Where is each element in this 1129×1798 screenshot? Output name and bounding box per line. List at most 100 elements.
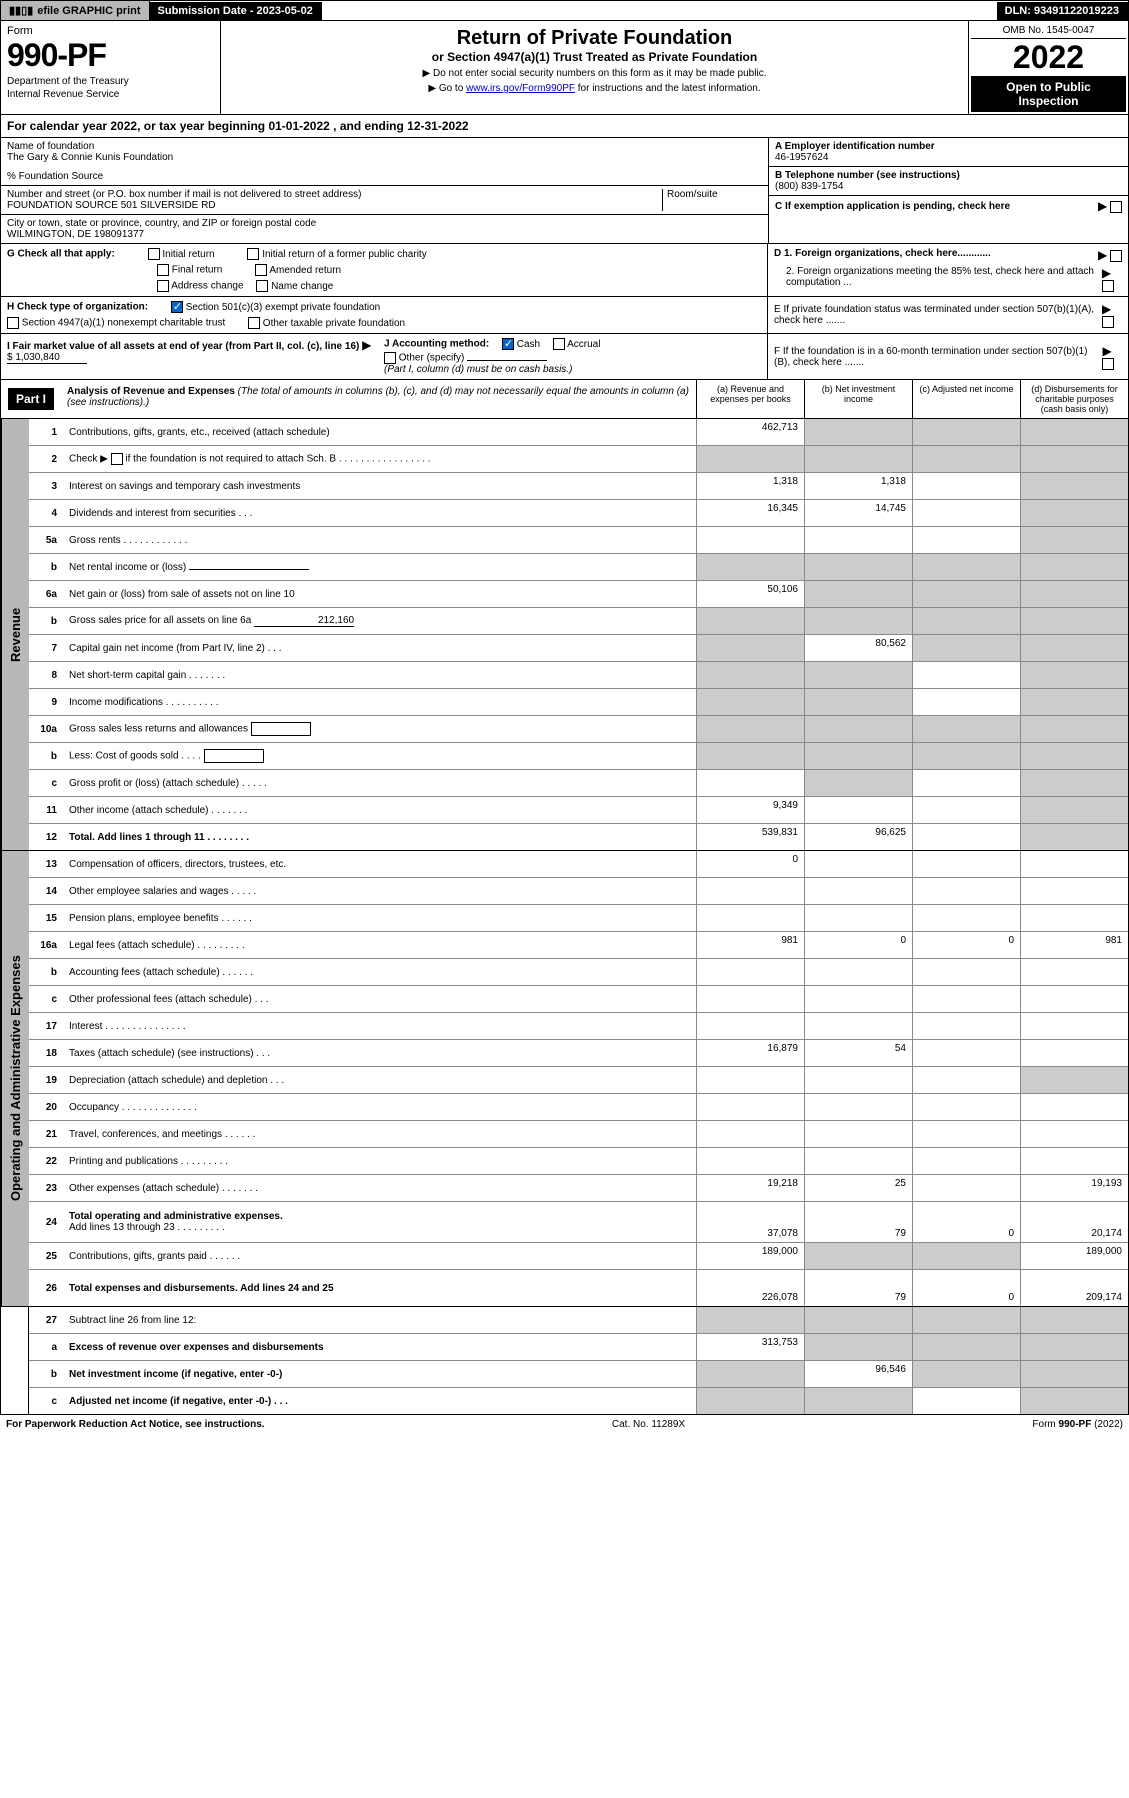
val-c bbox=[912, 878, 1020, 904]
d1-checkbox[interactable] bbox=[1110, 250, 1122, 262]
val-a: 16,345 bbox=[696, 500, 804, 526]
row-27a: aExcess of revenue over expenses and dis… bbox=[29, 1334, 1128, 1361]
val-b bbox=[804, 1067, 912, 1093]
val-d bbox=[1020, 500, 1128, 526]
cb-final[interactable] bbox=[157, 264, 169, 276]
addr-label: Number and street (or P.O. box number if… bbox=[7, 189, 662, 200]
val-b: 79 bbox=[804, 1270, 912, 1306]
val-c bbox=[912, 716, 1020, 742]
g-final: Final return bbox=[172, 265, 223, 276]
row-num: b bbox=[29, 967, 65, 978]
ein-label: A Employer identification number bbox=[775, 141, 1122, 152]
cb-amended[interactable] bbox=[255, 264, 267, 276]
row-label: Travel, conferences, and meetings . . . … bbox=[65, 1126, 696, 1143]
val-a: 1,318 bbox=[696, 473, 804, 499]
row-label: Occupancy . . . . . . . . . . . . . . bbox=[65, 1099, 696, 1116]
row-23: 23Other expenses (attach schedule) . . .… bbox=[29, 1175, 1128, 1202]
row-27c: cAdjusted net income (if negative, enter… bbox=[29, 1388, 1128, 1414]
row-27: 27Subtract line 26 from line 12: bbox=[29, 1307, 1128, 1334]
val-a: 0 bbox=[696, 851, 804, 877]
row-num: 20 bbox=[29, 1102, 65, 1113]
cb-accrual[interactable] bbox=[553, 338, 565, 350]
efile-label: efile GRAPHIC print bbox=[37, 5, 140, 17]
cb-initial[interactable] bbox=[148, 248, 160, 260]
form-subtitle: or Section 4947(a)(1) Trust Treated as P… bbox=[227, 50, 962, 64]
row-num: b bbox=[29, 751, 65, 762]
val-b: 96,625 bbox=[804, 824, 912, 850]
val-b bbox=[804, 1334, 912, 1360]
r10b-text: Less: Cost of goods sold . . . . bbox=[69, 751, 201, 762]
row-label: Total operating and administrative expen… bbox=[65, 1208, 696, 1236]
val-a bbox=[696, 1307, 804, 1333]
val-d: 209,174 bbox=[1020, 1270, 1128, 1306]
val-d bbox=[1020, 635, 1128, 661]
j-cash: Cash bbox=[517, 339, 540, 350]
val-d bbox=[1020, 581, 1128, 607]
row-label: Total expenses and disbursements. Add li… bbox=[65, 1280, 696, 1297]
cb-other-taxable[interactable] bbox=[248, 317, 260, 329]
row-label: Interest . . . . . . . . . . . . . . . bbox=[65, 1018, 696, 1035]
cb-501c3[interactable] bbox=[171, 301, 183, 313]
val-c bbox=[912, 527, 1020, 553]
r24-l2: Add lines 13 through 23 . . . . . . . . … bbox=[69, 1222, 692, 1233]
row-num: b bbox=[29, 1369, 65, 1380]
row-5a: 5aGross rents . . . . . . . . . . . . bbox=[29, 527, 1128, 554]
c-checkbox[interactable] bbox=[1110, 201, 1122, 213]
val-b: 14,745 bbox=[804, 500, 912, 526]
irs-link[interactable]: www.irs.gov/Form990PF bbox=[466, 83, 575, 94]
val-c bbox=[912, 770, 1020, 796]
g-name-change: Name change bbox=[271, 281, 333, 292]
row-label: Gross profit or (loss) (attach schedule)… bbox=[65, 775, 696, 792]
r24-l1: Total operating and administrative expen… bbox=[69, 1211, 692, 1222]
val-a bbox=[696, 905, 804, 931]
expenses-table: Operating and Administrative Expenses 13… bbox=[0, 851, 1129, 1307]
arrow-icon: ▶ bbox=[362, 338, 371, 352]
cb-sch-b[interactable] bbox=[111, 453, 123, 465]
val-c bbox=[912, 1175, 1020, 1201]
val-d bbox=[1020, 446, 1128, 472]
instr-link-row: ▶ Go to www.irs.gov/Form990PF for instru… bbox=[227, 83, 962, 94]
val-c bbox=[912, 1094, 1020, 1120]
e-checkbox[interactable] bbox=[1102, 316, 1114, 328]
row-num: 7 bbox=[29, 643, 65, 654]
val-a bbox=[696, 554, 804, 580]
val-b bbox=[804, 1094, 912, 1120]
row-label: Compensation of officers, directors, tru… bbox=[65, 856, 696, 873]
j-other-line bbox=[467, 360, 547, 361]
cb-name-change[interactable] bbox=[256, 280, 268, 292]
calendar-year-row: For calendar year 2022, or tax year begi… bbox=[0, 115, 1129, 138]
cb-4947[interactable] bbox=[7, 317, 19, 329]
cb-other-method[interactable] bbox=[384, 352, 396, 364]
row-num: 27 bbox=[29, 1315, 65, 1326]
val-a bbox=[696, 986, 804, 1012]
val-b bbox=[804, 1243, 912, 1269]
val-d bbox=[1020, 1094, 1128, 1120]
city-label: City or town, state or province, country… bbox=[7, 218, 762, 229]
row-num: b bbox=[29, 616, 65, 627]
val-d: 20,174 bbox=[1020, 1202, 1128, 1242]
summary-strip-spacer bbox=[1, 1307, 29, 1414]
part1-desc: Analysis of Revenue and Expenses (The to… bbox=[61, 380, 696, 418]
d2-checkbox[interactable] bbox=[1102, 280, 1114, 292]
arrow-icon: ▶ bbox=[1098, 248, 1107, 262]
val-d bbox=[1020, 1388, 1128, 1414]
footer-center: Cat. No. 11289X bbox=[612, 1419, 685, 1430]
efile-print-button[interactable]: ▮▮▯▮ efile GRAPHIC print bbox=[1, 1, 150, 20]
phone-cell: B Telephone number (see instructions) (8… bbox=[769, 167, 1128, 196]
row-12: 12Total. Add lines 1 through 11 . . . . … bbox=[29, 824, 1128, 850]
arrow-icon: ▶ bbox=[1102, 344, 1111, 358]
form-number: 990-PF bbox=[7, 37, 214, 74]
row-2: 2Check ▶ if the foundation is not requir… bbox=[29, 446, 1128, 473]
cb-cash[interactable] bbox=[502, 338, 514, 350]
f-checkbox[interactable] bbox=[1102, 358, 1114, 370]
val-b: 54 bbox=[804, 1040, 912, 1066]
ein-cell: A Employer identification number 46-1957… bbox=[769, 138, 1128, 167]
row-label: Other professional fees (attach schedule… bbox=[65, 991, 696, 1008]
row-num: c bbox=[29, 994, 65, 1005]
cb-initial-former[interactable] bbox=[247, 248, 259, 260]
cb-address[interactable] bbox=[157, 280, 169, 292]
val-c bbox=[912, 1243, 1020, 1269]
foundation-city: WILMINGTON, DE 198091377 bbox=[7, 229, 762, 240]
val-c bbox=[912, 1334, 1020, 1360]
val-c: 0 bbox=[912, 1202, 1020, 1242]
